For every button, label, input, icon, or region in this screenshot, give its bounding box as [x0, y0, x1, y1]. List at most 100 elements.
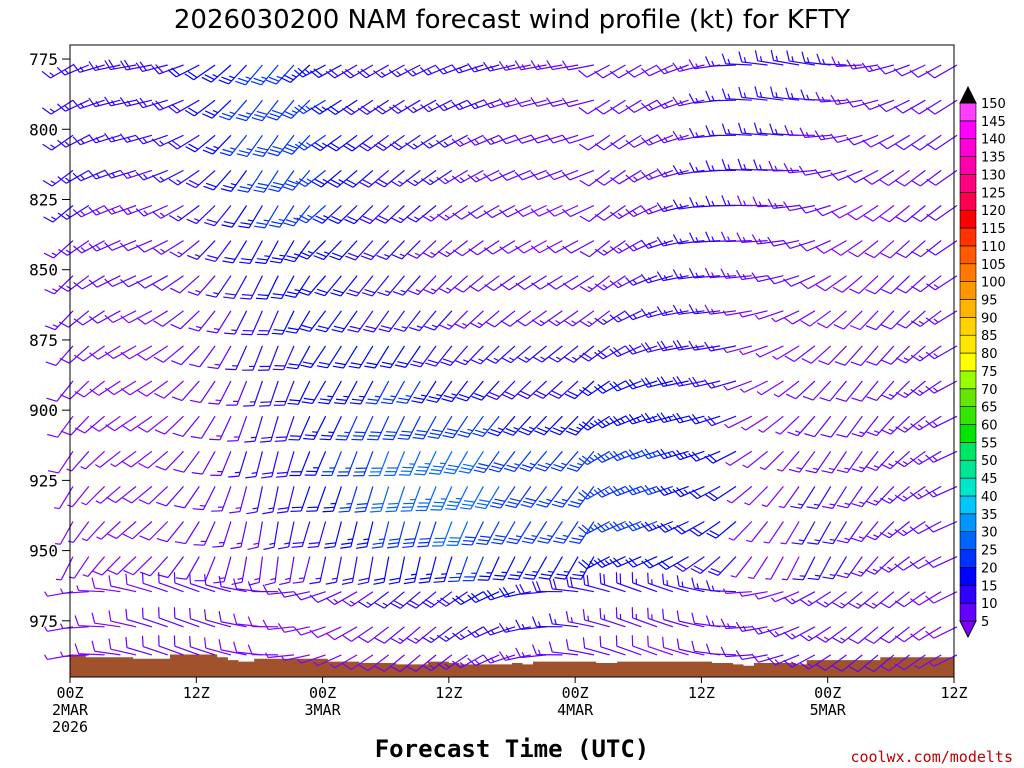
wind-barb: [309, 64, 342, 79]
wind-barb: [120, 275, 153, 288]
wind-barb: [548, 641, 579, 656]
wind-barb: [363, 310, 390, 333]
wind-barb: [672, 449, 705, 461]
wind-barb: [769, 123, 800, 136]
wind-barb: [862, 134, 895, 148]
wind-barb: [861, 99, 895, 111]
wind-barb: [519, 450, 548, 472]
wind-barb: [415, 486, 437, 512]
wind-barb: [501, 345, 532, 364]
wind-barb: [625, 344, 658, 355]
wind-barb: [879, 654, 910, 672]
wind-barb: [688, 127, 721, 139]
wind-barb: [535, 450, 563, 472]
wind-barb: [173, 607, 200, 628]
wind-barb: [261, 451, 279, 479]
wind-barb: [740, 415, 768, 431]
wind-barb: [792, 556, 816, 581]
wind-barb: [251, 99, 279, 122]
wind-barb: [120, 310, 153, 324]
wind-barb: [909, 485, 942, 500]
colorbar-label: 10: [981, 597, 998, 612]
wind-barb: [193, 521, 216, 546]
wind-barb: [467, 654, 500, 667]
wind-barb: [404, 64, 437, 77]
wind-barb: [253, 170, 279, 193]
colorbar-swatch: [959, 459, 977, 479]
wind-barb: [579, 345, 611, 362]
wind-barb: [925, 556, 958, 568]
x-tick-label: 00Z: [814, 684, 841, 702]
wind-barb: [878, 134, 910, 150]
wind-barb: [756, 380, 784, 396]
wind-barb: [578, 99, 611, 115]
wind-barb: [579, 275, 611, 293]
wind-barb: [578, 520, 610, 535]
colorbar-swatch: [959, 442, 977, 461]
wind-barb: [394, 345, 421, 368]
wind-barb: [423, 275, 453, 295]
y-axis: 775 800 825 850 875 900 925 950 975: [29, 50, 70, 631]
wind-barb: [247, 616, 279, 628]
wind-barb: [865, 310, 895, 331]
y-tick-label: 875: [29, 331, 58, 350]
wind-barb: [641, 556, 674, 569]
wind-barb: [368, 451, 390, 477]
wind-barb: [328, 205, 358, 225]
wind-barb: [500, 310, 532, 327]
wind-barb: [647, 572, 674, 593]
wind-barb: [851, 415, 879, 438]
wind-barb: [752, 196, 784, 208]
wind-barb: [707, 556, 737, 577]
wind-barb: [270, 275, 295, 300]
wind-barb: [72, 134, 105, 146]
wind-barb: [783, 162, 815, 174]
wind-barb: [167, 64, 200, 78]
wind-barb: [662, 636, 689, 656]
wind-barb: [625, 64, 658, 78]
wind-barb: [880, 450, 911, 470]
wind-barb: [864, 654, 895, 673]
x-tick-label: 3MAR: [305, 701, 342, 719]
credit-link[interactable]: coolwx.com/modelts: [850, 748, 1013, 766]
wind-barb: [156, 521, 184, 543]
wind-barb: [720, 231, 752, 243]
wind-barb: [800, 89, 831, 101]
wind-barb: [784, 345, 816, 363]
wind-barb: [830, 94, 863, 106]
wind-barb: [487, 415, 516, 437]
wind-barb: [721, 53, 752, 66]
colorbar-label: 90: [981, 311, 998, 326]
wind-barb: [60, 415, 90, 436]
wind-barb: [798, 204, 831, 214]
wind-barb: [662, 573, 689, 593]
wind-barb: [548, 613, 579, 628]
wind-barb: [486, 380, 516, 401]
wind-barb: [848, 654, 879, 673]
wind-barb: [158, 607, 184, 628]
wind-barb: [452, 240, 484, 257]
colorbar-swatch: [959, 406, 977, 425]
wind-barb: [259, 380, 279, 407]
wind-barb: [451, 169, 484, 184]
wind-barb: [579, 205, 611, 223]
wind-barb: [269, 205, 295, 228]
wind-barb: [237, 170, 263, 193]
wind-barb: [688, 340, 721, 351]
wind-barb: [425, 345, 453, 367]
wind-barb: [276, 486, 295, 514]
wind-barb: [925, 485, 958, 498]
wind-barb: [549, 415, 579, 436]
wind-barb: [831, 56, 863, 67]
wind-barb: [866, 450, 895, 472]
wind-barb: [373, 556, 390, 585]
wind-barb: [352, 451, 374, 477]
wind-barb: [158, 572, 184, 593]
wind-barb: [531, 644, 563, 656]
wind-barb: [530, 240, 563, 254]
wind-barb: [330, 275, 358, 297]
wind-barb: [800, 310, 832, 327]
wind-barb: [436, 626, 468, 642]
wind-barb: [247, 581, 279, 593]
